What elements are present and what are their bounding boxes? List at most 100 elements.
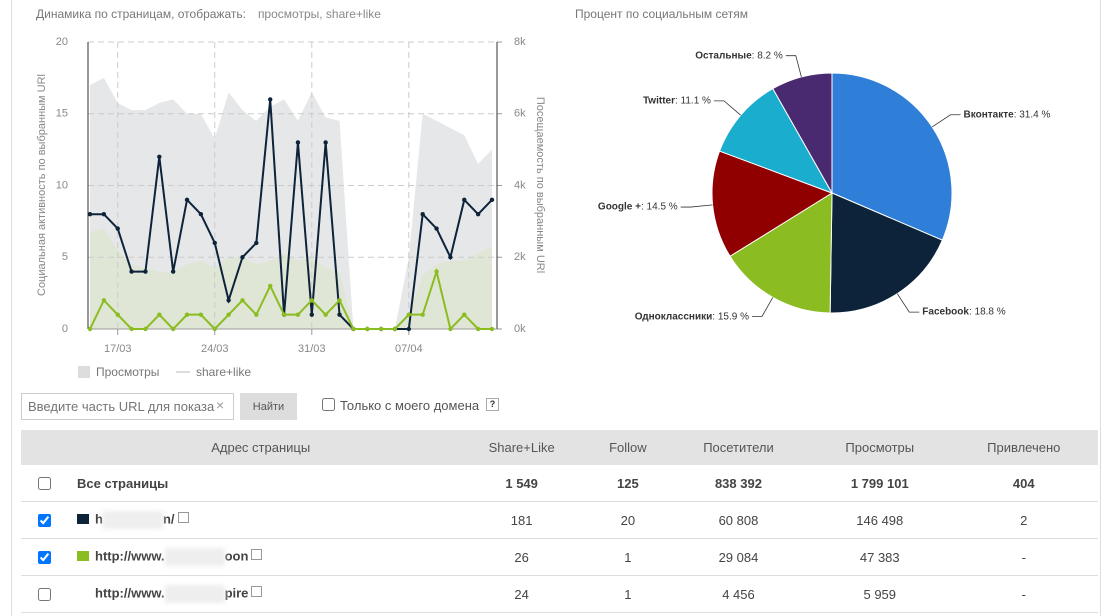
point [295, 312, 301, 317]
legend-label: share+like [196, 365, 251, 379]
point [157, 312, 162, 317]
line [90, 99, 493, 330]
url-part[interactable]: pire [224, 585, 249, 601]
point [378, 326, 384, 332]
pie-connector [931, 114, 961, 128]
row-checkbox[interactable] [38, 550, 51, 564]
point [240, 255, 245, 260]
url-part[interactable]: n/ [162, 511, 175, 527]
point [323, 312, 328, 317]
point [406, 312, 412, 317]
url-part[interactable]: http://www. [95, 585, 165, 601]
point [337, 312, 342, 317]
table-header: Адрес страницы Share+Like Follow Посетители… [21, 430, 1098, 465]
pie-label: Google +14.5 % [598, 202, 678, 213]
url-part[interactable]: http://www. [95, 548, 165, 564]
pie-connector [713, 100, 741, 116]
column-header: Share+Like [454, 430, 589, 465]
address-cell: h n/ [67, 501, 455, 539]
point [184, 312, 190, 317]
column-header: Адрес страницы [67, 430, 455, 465]
search-button[interactable]: Найти [240, 393, 297, 420]
url-part: Все страницы [77, 475, 169, 491]
y-axis-label: Социальная активность по выбранным URl [36, 74, 48, 296]
point [254, 312, 259, 317]
point [475, 326, 481, 332]
point [101, 212, 107, 217]
y2-tick-label: 8k [514, 36, 526, 48]
clear-icon[interactable]: × [216, 397, 225, 413]
point [170, 269, 176, 274]
y2-tick-label: 2k [514, 251, 526, 263]
point [212, 326, 217, 332]
point [157, 154, 162, 159]
y-tick-label: 20 [56, 36, 68, 48]
y-tick-label: 15 [56, 108, 68, 120]
point [489, 326, 495, 332]
point [295, 140, 301, 145]
point [448, 326, 453, 332]
legend-swatch [78, 366, 90, 378]
url-part[interactable]: h [95, 511, 103, 527]
point [240, 298, 245, 303]
url-input[interactable] [21, 393, 234, 420]
area [90, 228, 492, 329]
column-header: Просмотры [810, 430, 950, 465]
header-link[interactable]: просмотры, share+like [257, 7, 381, 21]
y-tick-label: 10 [56, 179, 68, 191]
point [462, 197, 467, 203]
pie-title: Процент по социальным сетям [575, 7, 749, 21]
row-checkbox[interactable] [38, 476, 51, 490]
pie-connector [751, 297, 774, 317]
row-checkbox[interactable] [38, 587, 51, 601]
external-link-icon[interactable] [177, 512, 189, 524]
table-cell: 1 549 [454, 465, 589, 502]
point [170, 326, 176, 332]
help-icon[interactable]: ? [486, 398, 499, 411]
checkbox-cell [21, 538, 67, 576]
url-part[interactable]: oon [224, 548, 249, 564]
pie-slice [772, 72, 833, 195]
external-link-icon[interactable] [251, 586, 263, 598]
pie-label: Остальные8.2 % [695, 50, 783, 61]
checkbox-cell [21, 501, 67, 539]
table-cell: 146 498 [810, 501, 950, 539]
line [89, 267, 492, 332]
domain-label[interactable]: Только с моего домена [340, 398, 480, 413]
point [115, 226, 120, 231]
pie-label-value: 11.1 % [680, 95, 711, 107]
pie-label-name: Twitter [643, 95, 681, 106]
frame [11, 0, 1101, 616]
domain-checkbox[interactable] [322, 398, 335, 411]
header: Динамика по страницам, отображать: просмо… [36, 7, 381, 21]
table-cell: - [949, 575, 1098, 613]
pie-label-value: 8.2 % [757, 50, 783, 62]
series-swatch [77, 514, 89, 525]
table-cell: 838 392 [666, 465, 811, 502]
point [323, 140, 328, 145]
pie-connector [680, 204, 713, 208]
point [143, 326, 148, 332]
legend-label: Просмотры [96, 365, 159, 379]
table-row: h n/181 20 60 808 146 498 2 [21, 501, 1098, 539]
table-cell: 2 [949, 501, 1098, 539]
point [406, 326, 412, 332]
y2-tick-label: 0k [514, 323, 526, 335]
point [351, 326, 356, 332]
point [268, 97, 273, 102]
row-checkbox[interactable] [38, 513, 51, 527]
table-row: Все страницы 1 549 125 838 392 1 799 101 404 [21, 465, 1098, 502]
pie-label-value: 31.4 % [1019, 109, 1051, 121]
table-cell: 26 [454, 538, 589, 576]
pie-label-name: Остальные [695, 50, 757, 61]
table-cell: 1 [588, 538, 667, 576]
external-link-icon[interactable] [251, 549, 263, 561]
point [143, 269, 148, 274]
table-cell: 1 [588, 575, 667, 613]
point [115, 312, 120, 317]
pie-label: Одноклассники15.9 % [635, 311, 749, 322]
table-cell: 20 [588, 501, 667, 539]
table-cell: 181 [454, 501, 589, 539]
point [212, 240, 217, 246]
